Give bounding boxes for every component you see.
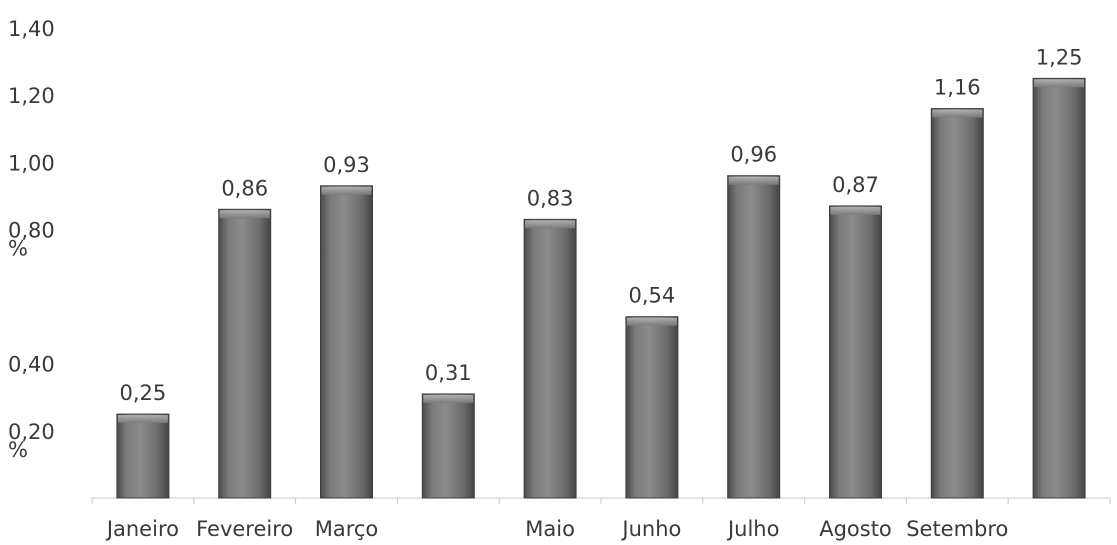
y-tick-unit: %	[8, 236, 28, 260]
bars-group: 0,25 0,86 0,93 0,31 0,83 0,54 0,96 0,87 1,16 1,25	[116, 45, 1086, 499]
bar-cap	[525, 220, 576, 229]
bar	[1032, 77, 1086, 499]
x-tick-label: Maio	[525, 517, 575, 541]
data-label: 0,96	[730, 143, 777, 167]
bar-group: 0,96	[727, 143, 781, 499]
bar-group: 0,83	[523, 186, 577, 499]
bar-cap	[728, 176, 779, 185]
bar-group: 0,54	[625, 284, 679, 499]
y-tick-label: 1,40	[8, 17, 55, 41]
data-label: 1,16	[934, 76, 981, 100]
bar-group: 1,25	[1032, 45, 1086, 499]
data-label: 0,25	[120, 381, 167, 405]
bar-cap	[117, 415, 168, 424]
bar-cap	[423, 394, 474, 403]
x-tick-label: Julho	[726, 517, 780, 541]
bar-cap	[219, 210, 270, 219]
data-label: 0,31	[425, 361, 472, 385]
x-tick-label: Junho	[620, 517, 681, 541]
bar-group: 0,86	[218, 176, 272, 499]
bar	[829, 205, 882, 499]
y-axis: 1,40 1,20 1,00 0,80% 0,40 0,20%	[8, 17, 55, 462]
bar	[727, 175, 781, 499]
data-label: 0,86	[221, 176, 268, 200]
data-label: 0,93	[323, 153, 370, 177]
y-tick-label: 0,80	[8, 218, 55, 242]
x-tick-label: Fevereiro	[196, 517, 293, 541]
bar-cap	[626, 317, 677, 326]
bar	[421, 393, 475, 499]
x-tick-label: Agosto	[819, 517, 892, 541]
bar-cap	[932, 109, 983, 118]
y-tick-label: 0,40	[8, 353, 55, 377]
x-tick-label: Janeiro	[105, 517, 179, 541]
bar-group: 1,16	[930, 76, 984, 499]
bar-cap	[321, 186, 372, 195]
y-tick-unit: %	[8, 438, 28, 462]
bar-group: 0,31	[421, 361, 475, 499]
data-label: 0,83	[527, 186, 574, 210]
bar-cap	[1034, 79, 1085, 88]
data-label: 1,25	[1036, 45, 1083, 69]
y-tick-label: 1,20	[8, 84, 55, 108]
bar	[116, 413, 170, 499]
bar	[523, 218, 577, 499]
x-tick-label: Março	[315, 517, 379, 541]
x-axis: Janeiro Fevereiro Março Maio Junho Julho Agost…	[91, 497, 1111, 541]
y-tick-label: 1,00	[8, 151, 55, 175]
bar	[218, 208, 272, 499]
bar	[625, 316, 679, 499]
data-label: 0,54	[629, 284, 676, 308]
bar	[320, 185, 373, 499]
bar-group: 0,87	[829, 173, 882, 499]
bar-group: 0,25	[116, 381, 170, 499]
data-label: 0,87	[832, 173, 879, 197]
x-tick-label: Setembro	[906, 517, 1008, 541]
bar-cap	[830, 206, 881, 215]
y-tick-label: 0,20	[8, 420, 55, 444]
bar	[930, 108, 984, 499]
bar-group: 0,93	[320, 153, 373, 499]
